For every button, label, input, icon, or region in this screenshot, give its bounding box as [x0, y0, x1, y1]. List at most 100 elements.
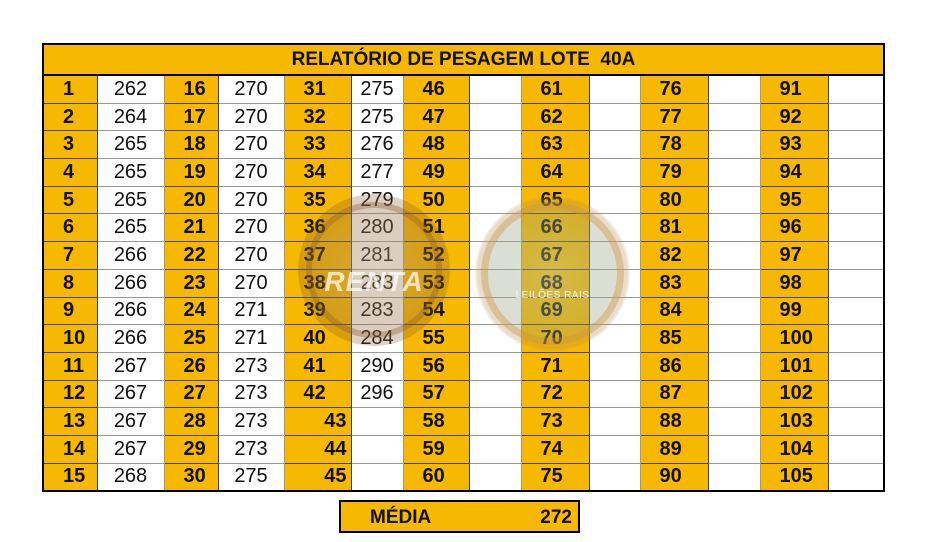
animal-number: 23 [163, 268, 219, 298]
animal-number: 5 [44, 185, 98, 215]
weight-value [827, 76, 883, 104]
animal-number: 43 [283, 407, 352, 436]
weight-value: 270 [217, 185, 285, 215]
weight-value: 271 [217, 324, 285, 353]
animal-number: 9 [44, 296, 98, 326]
animal-number: 95 [759, 185, 829, 215]
animal-number: 65 [520, 185, 590, 215]
animal-number: 15 [44, 462, 98, 491]
animal-number: 32 [283, 102, 352, 132]
animal-number: 31 [283, 76, 352, 104]
animal-number: 60 [402, 462, 470, 491]
animal-number: 71 [520, 351, 590, 381]
weight-value: 265 [96, 158, 165, 187]
weight-value [588, 434, 641, 464]
animal-number: 16 [163, 76, 219, 104]
weight-value [468, 76, 522, 104]
average-box: MÉDIA 272 [339, 500, 580, 533]
weight-value: 270 [217, 268, 285, 298]
weight-value [588, 213, 641, 243]
weight-value [468, 351, 522, 381]
weight-value [468, 268, 522, 298]
table-row: 6 265 21 270 36 280 51 66 81 96 [44, 213, 883, 243]
weighing-report: RELATÓRIO DE PESAGEM LOTE 40A 1 262 16 270 3… [42, 43, 885, 493]
animal-number: 20 [163, 185, 219, 215]
weight-value [707, 76, 761, 104]
animal-number: 49 [402, 158, 470, 187]
weight-value: 279 [350, 185, 404, 215]
animal-number: 34 [283, 158, 352, 187]
weight-value: 267 [96, 379, 165, 409]
weight-value: 271 [217, 296, 285, 326]
animal-number: 93 [759, 130, 829, 160]
animal-number: 97 [759, 241, 829, 270]
animal-number: 58 [402, 407, 470, 436]
table-row: 3 265 18 270 33 276 48 63 78 93 [44, 130, 883, 160]
animal-number: 76 [639, 76, 709, 104]
weight-value: 270 [217, 213, 285, 243]
animal-number: 57 [402, 379, 470, 409]
animal-number: 61 [520, 76, 590, 104]
table-row: 14 267 29 273 44 59 74 89 104 [44, 434, 883, 464]
weight-value [588, 379, 641, 409]
weight-value: 280 [350, 213, 404, 243]
weight-value [468, 185, 522, 215]
weight-value [827, 296, 883, 326]
weight-value [350, 407, 404, 436]
weight-value [468, 462, 522, 491]
weight-value: 267 [96, 407, 165, 436]
weight-value: 270 [217, 102, 285, 132]
weight-value [588, 241, 641, 270]
table-row: 7 266 22 270 37 281 52 67 82 97 [44, 241, 883, 270]
animal-number: 6 [44, 213, 98, 243]
animal-number: 27 [163, 379, 219, 409]
table-row: 12 267 27 273 42 296 57 72 87 102 [44, 379, 883, 409]
weight-value [827, 185, 883, 215]
weight-value [468, 379, 522, 409]
animal-number: 21 [163, 213, 219, 243]
table-row: 8 266 23 270 38 283 53 68 83 98 [44, 268, 883, 298]
animal-number: 38 [283, 268, 352, 298]
animal-number: 96 [759, 213, 829, 243]
weight-value [468, 434, 522, 464]
animal-number: 91 [759, 76, 829, 104]
table-row: 1 262 16 270 31 275 46 61 76 91 [44, 76, 883, 104]
animal-number: 8 [44, 268, 98, 298]
animal-number: 3 [44, 130, 98, 160]
animal-number: 53 [402, 268, 470, 298]
weight-value: 290 [350, 351, 404, 381]
weight-value [707, 102, 761, 132]
weight-value: 270 [217, 76, 285, 104]
animal-number: 86 [639, 351, 709, 381]
animal-number: 54 [402, 296, 470, 326]
weight-value [588, 407, 641, 436]
animal-number: 19 [163, 158, 219, 187]
weight-value [707, 434, 761, 464]
animal-number: 89 [639, 434, 709, 464]
weight-value: 270 [217, 158, 285, 187]
weight-value: 277 [350, 158, 404, 187]
weight-value [827, 102, 883, 132]
table-row: 4 265 19 270 34 277 49 64 79 94 [44, 158, 883, 187]
animal-number: 98 [759, 268, 829, 298]
animal-number: 25 [163, 324, 219, 353]
animal-number: 83 [639, 268, 709, 298]
animal-number: 55 [402, 324, 470, 353]
animal-number: 81 [639, 213, 709, 243]
weight-value [468, 324, 522, 353]
animal-number: 12 [44, 379, 98, 409]
weight-value [707, 268, 761, 298]
weight-value: 273 [217, 351, 285, 381]
weight-value [588, 324, 641, 353]
weight-value [707, 351, 761, 381]
animal-number: 29 [163, 434, 219, 464]
weight-value: 275 [350, 76, 404, 104]
animal-number: 11 [44, 351, 98, 381]
animal-number: 70 [520, 324, 590, 353]
animal-number: 4 [44, 158, 98, 187]
animal-number: 39 [283, 296, 352, 326]
weight-value: 265 [96, 185, 165, 215]
animal-number: 26 [163, 351, 219, 381]
weight-value: 283 [350, 296, 404, 326]
animal-number: 90 [639, 462, 709, 491]
